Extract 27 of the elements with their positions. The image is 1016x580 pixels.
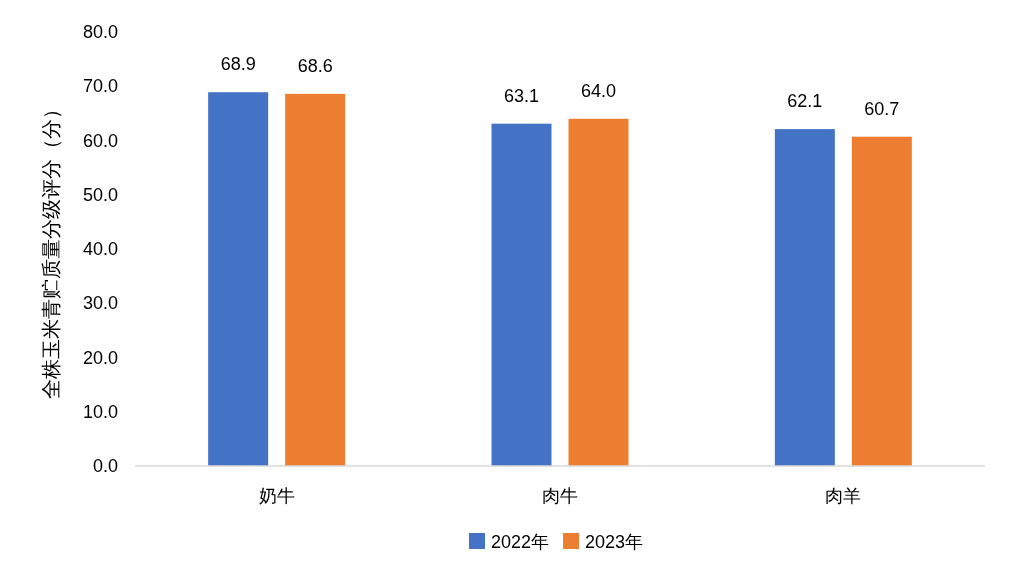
y-axis-title: 全株玉米青贮质量分级评分（分） <box>40 99 62 399</box>
data-label: 63.1 <box>503 85 540 106</box>
data-label: 64.0 <box>580 80 617 101</box>
y-tick-label: 70.0 <box>82 76 118 97</box>
bar <box>285 93 346 466</box>
legend-label: 2023年 <box>585 532 644 552</box>
y-tick-label: 50.0 <box>82 184 118 205</box>
legend-label: 2022年 <box>491 532 550 552</box>
y-tick-label: 20.0 <box>82 347 118 368</box>
x-tick-label: 奶牛 <box>258 486 295 506</box>
y-tick-label: 80.0 <box>82 22 118 42</box>
y-tick-label: 60.0 <box>82 130 118 151</box>
y-tick-label: 0.0 <box>92 456 118 476</box>
bar <box>208 92 269 466</box>
data-label: 68.6 <box>297 55 333 76</box>
data-label: 60.7 <box>864 98 900 119</box>
x-tick-label: 肉牛 <box>542 486 578 506</box>
y-tick-label: 10.0 <box>82 401 118 422</box>
bar <box>491 123 552 466</box>
data-label: 62.1 <box>787 91 823 112</box>
bar <box>568 118 629 466</box>
x-tick-label: 肉羊 <box>825 486 862 506</box>
bar <box>851 136 912 466</box>
bar <box>774 129 835 466</box>
y-tick-label: 30.0 <box>82 293 118 314</box>
y-tick-label: 40.0 <box>82 239 118 259</box>
data-label: 68.9 <box>220 54 256 75</box>
